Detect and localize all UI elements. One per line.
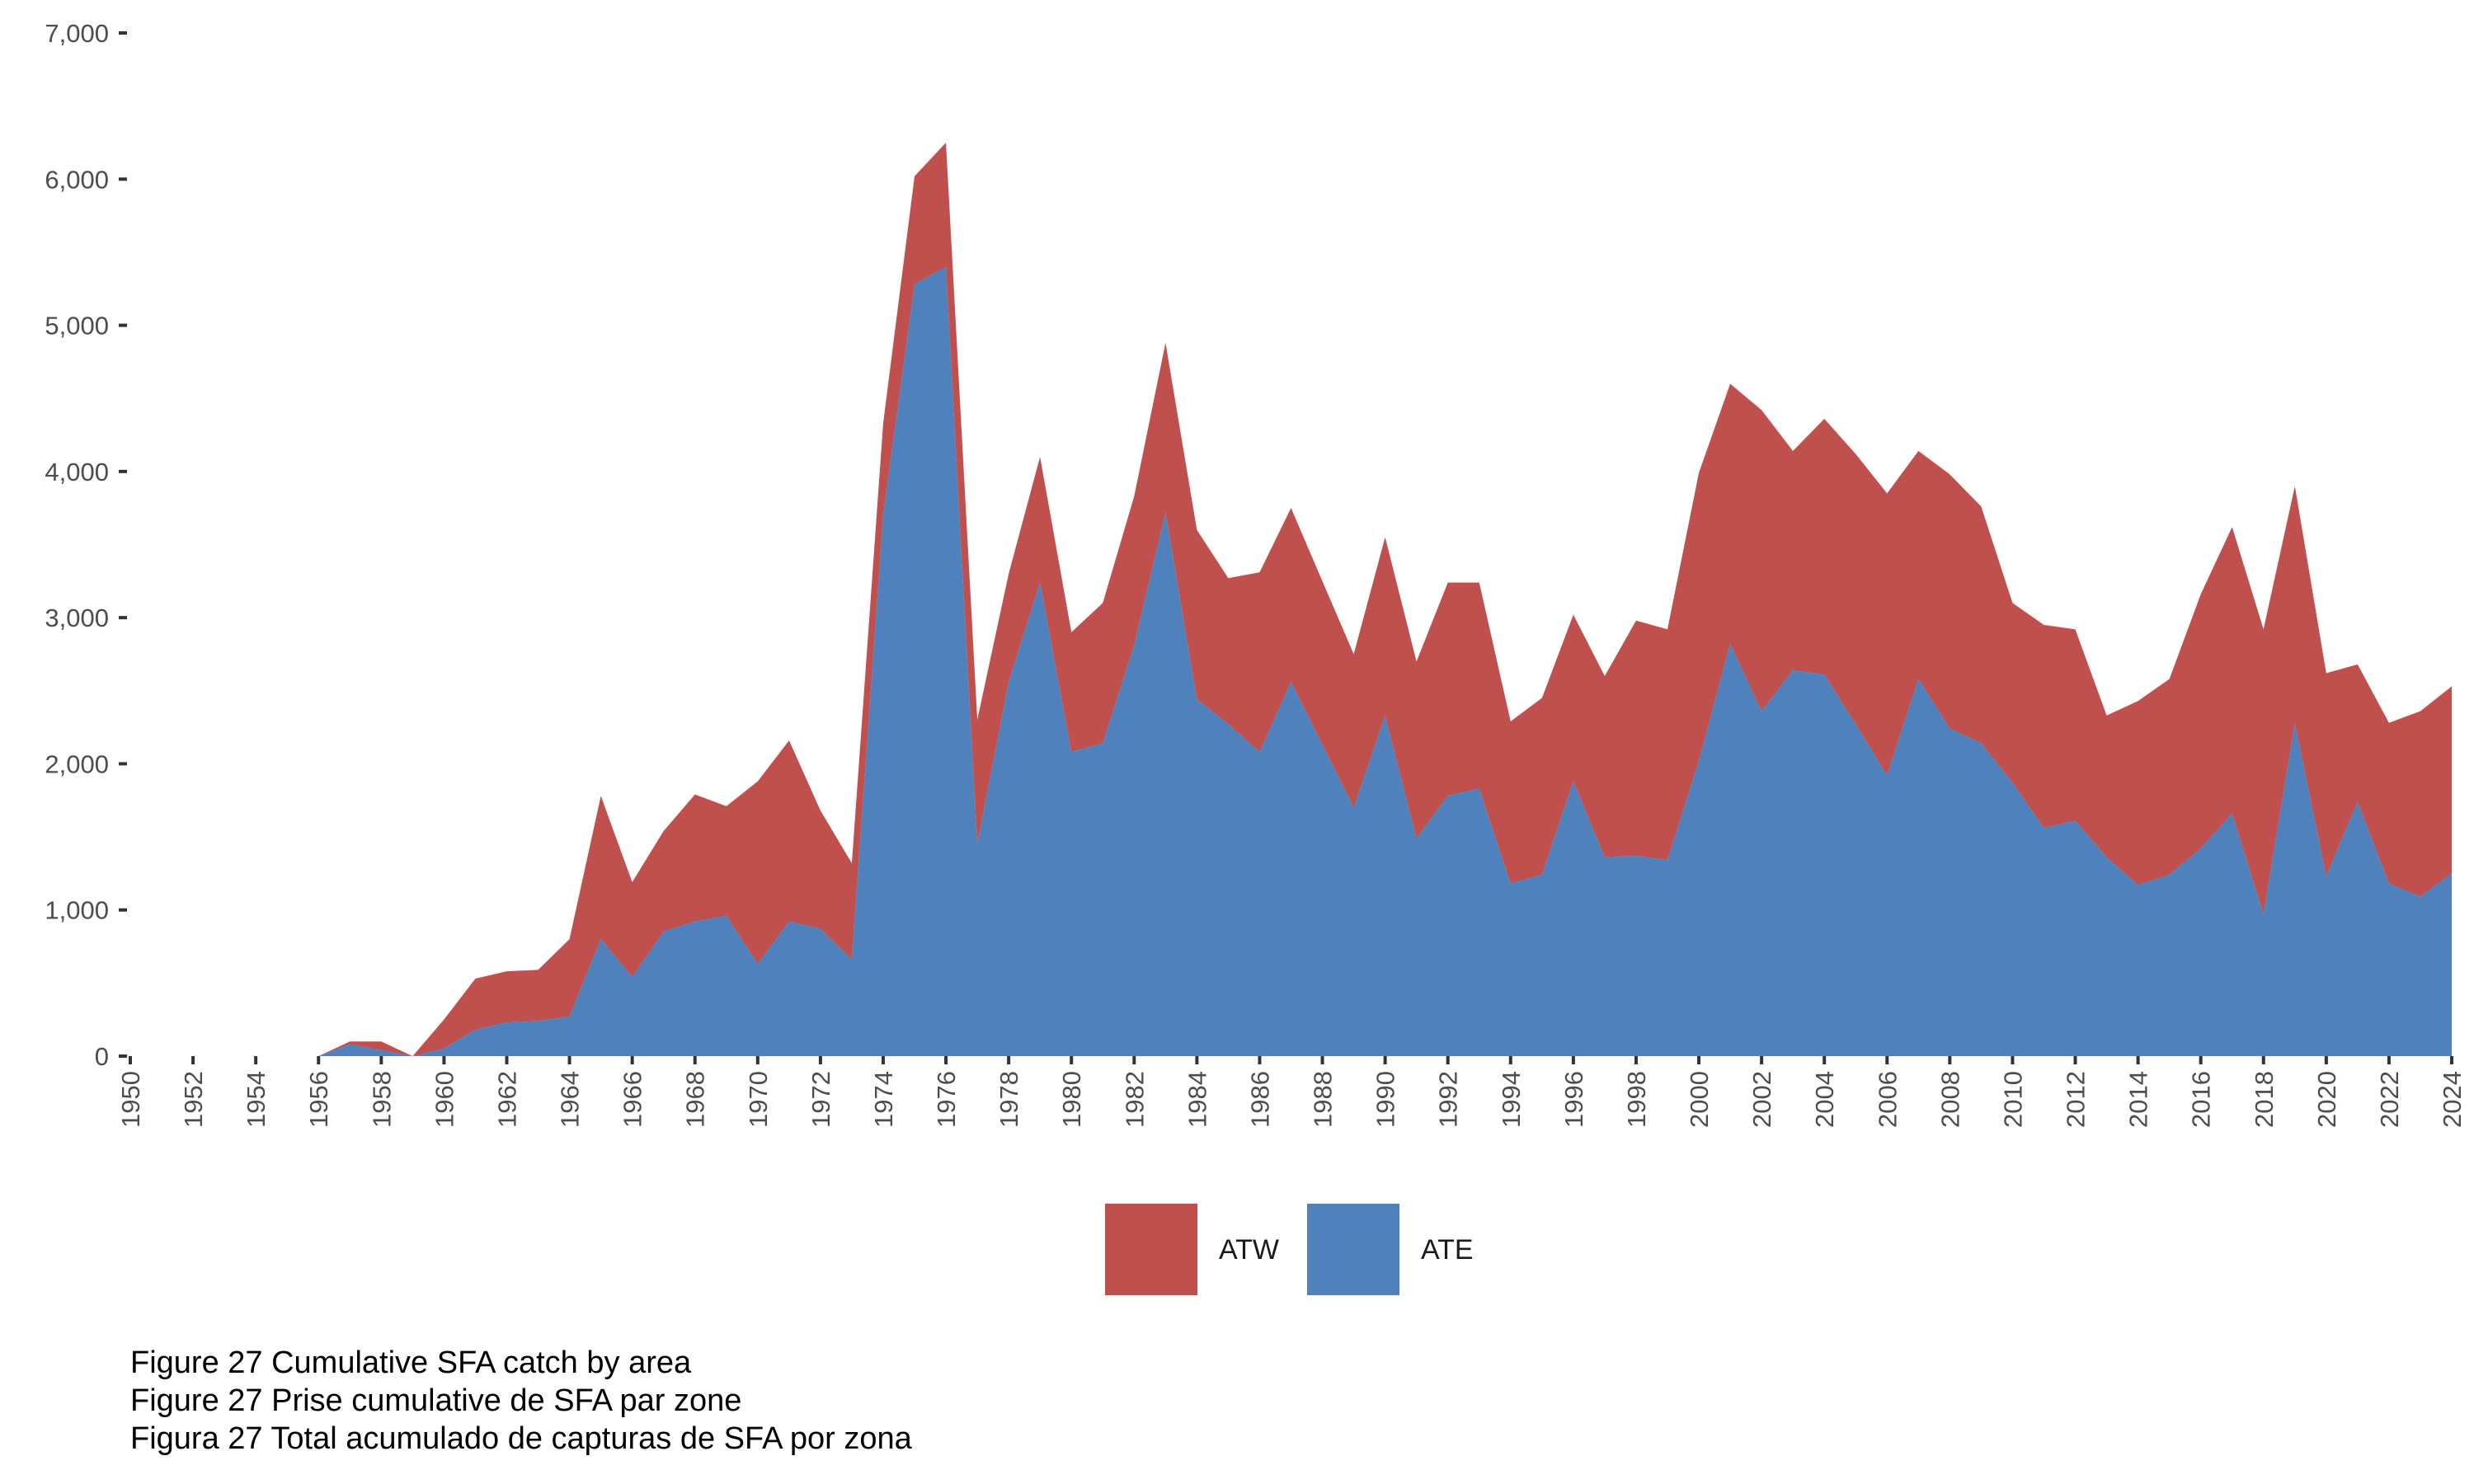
x-tick-label: 1952: [179, 1071, 208, 1128]
x-tick-label: 2018: [2250, 1071, 2279, 1128]
x-tick-label: 1996: [1559, 1071, 1588, 1128]
area-atw: [130, 142, 2452, 1057]
x-tick-label: 2024: [2438, 1071, 2467, 1128]
x-tick-label: 2002: [1747, 1071, 1776, 1128]
caption-english: Figure 27 Cumulative SFA catch by area: [130, 1345, 692, 1380]
x-tick-label: 1978: [995, 1071, 1023, 1128]
x-tick-label: 1994: [1497, 1071, 1526, 1128]
y-tick-label: 7,000: [45, 19, 109, 48]
x-tick-label: 1982: [1120, 1071, 1149, 1128]
legend-swatch-ate: [1307, 1204, 1399, 1295]
x-tick-label: 1998: [1622, 1071, 1651, 1128]
legend-label-atw: ATW: [1219, 1234, 1279, 1266]
x-tick-label: 2010: [1998, 1071, 2027, 1128]
x-tick-label: 2006: [1873, 1071, 1902, 1128]
plot-areas: [130, 142, 2452, 1057]
x-tick-label: 1950: [116, 1071, 145, 1128]
caption-french: Figure 27 Prise cumulative de SFA par zo…: [130, 1383, 742, 1418]
x-tick-label: 2022: [2375, 1071, 2404, 1128]
x-tick-label: 1988: [1309, 1071, 1338, 1128]
y-tick-label: 5,000: [45, 312, 109, 340]
x-axis: 1950 1952 1954 1956 1958 1960 1962 1964 1966 1968…: [116, 1056, 2467, 1128]
x-tick-label: 1960: [430, 1071, 459, 1128]
x-tick-label: 2012: [2062, 1071, 2091, 1128]
x-tick-label: 2020: [2312, 1071, 2341, 1128]
x-tick-label: 2014: [2124, 1071, 2153, 1128]
x-tick-label: 2004: [1810, 1071, 1839, 1128]
y-tick-label: 3,000: [45, 603, 109, 632]
x-tick-label: 1974: [869, 1071, 898, 1128]
x-tick-label: 2016: [2187, 1071, 2216, 1128]
x-tick-label: 1990: [1371, 1071, 1400, 1128]
x-tick-label: 2008: [1935, 1071, 1964, 1128]
figure-caption: Figure 27 Cumulative SFA catch by area F…: [130, 1344, 912, 1458]
x-tick-label: 1964: [556, 1071, 585, 1128]
y-tick-label: 6,000: [45, 165, 109, 194]
y-tick-label: 2,000: [45, 749, 109, 778]
area-ate: [130, 266, 2452, 1057]
x-tick-label: 1956: [304, 1071, 333, 1128]
legend-swatch-atw: [1105, 1204, 1197, 1295]
x-tick-label: 2000: [1685, 1071, 1714, 1128]
x-tick-label: 1972: [807, 1071, 835, 1128]
x-tick-label: 1976: [932, 1071, 961, 1128]
legend: ATW ATE: [1105, 1204, 1474, 1295]
x-tick-label: 1984: [1183, 1071, 1211, 1128]
x-tick-label: 1966: [618, 1071, 647, 1128]
x-tick-label: 1962: [492, 1071, 521, 1128]
y-axis: 0 1,000 2,000 3,000 4,000 5,000 6,000 7,000: [45, 19, 127, 1071]
caption-spanish: Figura 27 Total acumulado de capturas de…: [130, 1421, 912, 1456]
y-tick-label: 4,000: [45, 458, 109, 486]
x-tick-label: 1992: [1434, 1071, 1463, 1128]
x-tick-label: 1954: [242, 1071, 270, 1128]
y-tick-label: 0: [95, 1042, 109, 1071]
x-tick-label: 1980: [1057, 1071, 1086, 1128]
x-tick-label: 1986: [1245, 1071, 1274, 1128]
y-tick-label: 1,000: [45, 896, 109, 925]
x-tick-label: 1968: [681, 1071, 710, 1128]
x-tick-label: 1958: [367, 1071, 396, 1128]
x-tick-label: 1970: [744, 1071, 773, 1128]
legend-label-ate: ATE: [1421, 1234, 1474, 1266]
